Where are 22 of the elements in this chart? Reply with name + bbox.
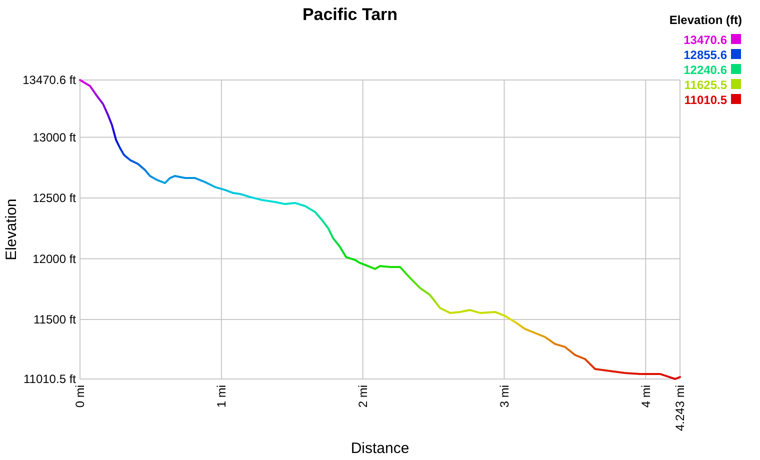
- text: 12240.6: [684, 63, 728, 77]
- x-tick-label: 2 mi: [356, 385, 370, 408]
- text: 12855.6: [684, 48, 728, 62]
- text: 11010.5: [684, 93, 728, 107]
- y-tick-label: 11500 ft: [34, 312, 77, 327]
- y-tick-label: 11010.5 ft: [24, 372, 77, 386]
- line-series: [79, 79, 681, 380]
- x-tick-label: 4.243 mi: [673, 385, 688, 432]
- y-tick-label: 13470.6 ft: [22, 73, 77, 88]
- text: 13470.6: [684, 33, 728, 47]
- y-tick-label: 12000 ft: [32, 252, 77, 266]
- x-axis-title: Distance: [350, 440, 410, 457]
- text: 11625.5: [684, 78, 728, 92]
- y-axis-title: Elevation: [3, 198, 20, 260]
- x-tick-label: 4 mi: [638, 385, 653, 408]
- x-tick-label: 3 mi: [497, 385, 512, 408]
- y-tick-label: 12500 ft: [32, 191, 77, 206]
- x-tick-label: 1 mi: [214, 385, 229, 408]
- y-tick-label: 13000 ft: [32, 130, 77, 144]
- x-tick-label: 0 mi: [73, 385, 88, 408]
- chart-title: Pacific Tarn: [302, 5, 398, 24]
- color-bar-title: Elevation (ft): [669, 13, 742, 27]
